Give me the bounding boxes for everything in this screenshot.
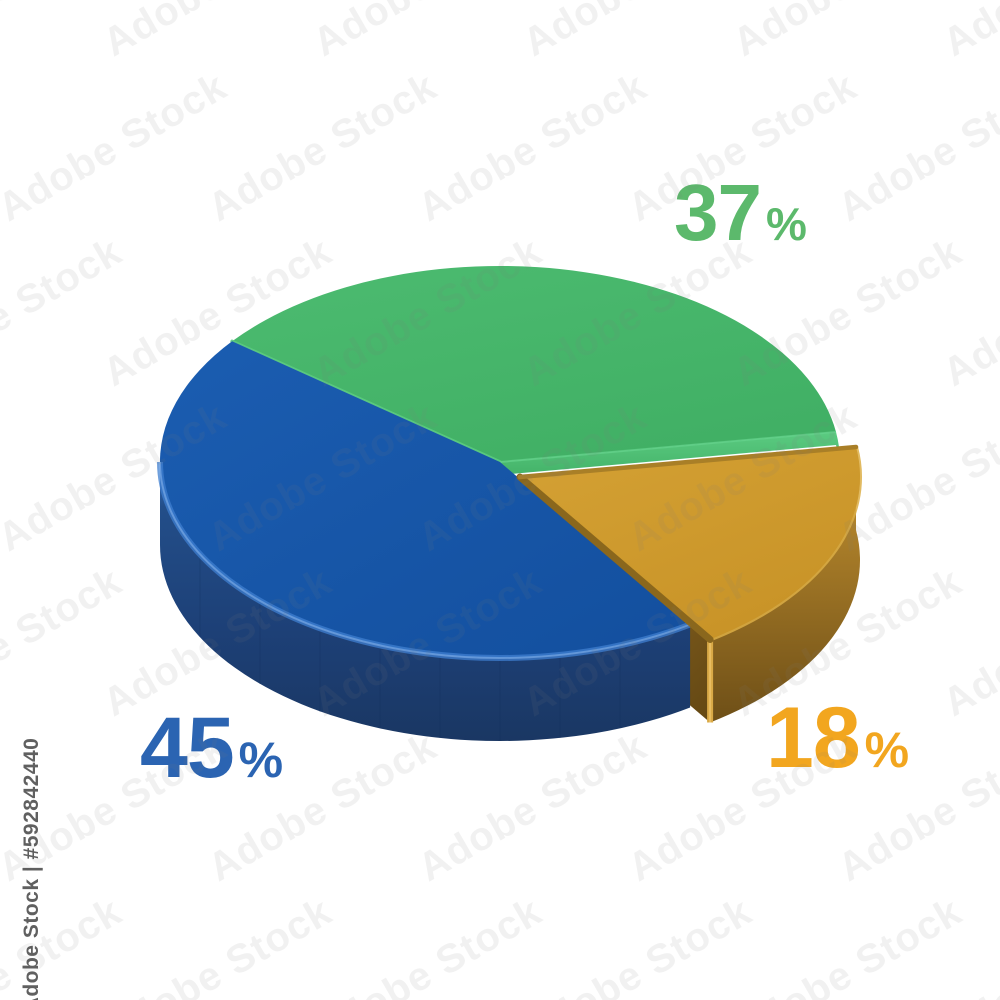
blue-slice-percentage-label: 45 % [140, 705, 283, 791]
pie-slice-green-top [232, 265, 837, 462]
stock-id-watermark: Adobe Stock | #592842440 [20, 737, 43, 1000]
blue-percent-sign: % [238, 732, 284, 788]
pie-slice-green-side [500, 432, 840, 475]
yellow-percentage-value: 18 [766, 690, 861, 786]
green-bevel-edge-right [499, 431, 837, 463]
pie-slice-blue-side [159, 462, 691, 741]
yellow-percent-sign: % [864, 722, 910, 778]
green-percent-sign: % [765, 198, 807, 250]
green-percentage-value: 37 [674, 168, 762, 257]
blue-rim-highlight-inner [159, 461, 691, 659]
green-slice-percentage-label: 37 % [674, 173, 807, 253]
blue-side-facets [199, 554, 621, 741]
yellow-bevel-lower-edge [516, 473, 714, 643]
yellow-bevel-upper-edge [517, 444, 859, 480]
pie-slice-yellow-side [710, 447, 861, 723]
pie-slice-blue-top [159, 341, 691, 659]
blue-percentage-value: 45 [140, 700, 235, 796]
pie-slice-yellow-top [520, 447, 861, 640]
yellow-slice-percentage-label: 18 % [766, 695, 909, 781]
